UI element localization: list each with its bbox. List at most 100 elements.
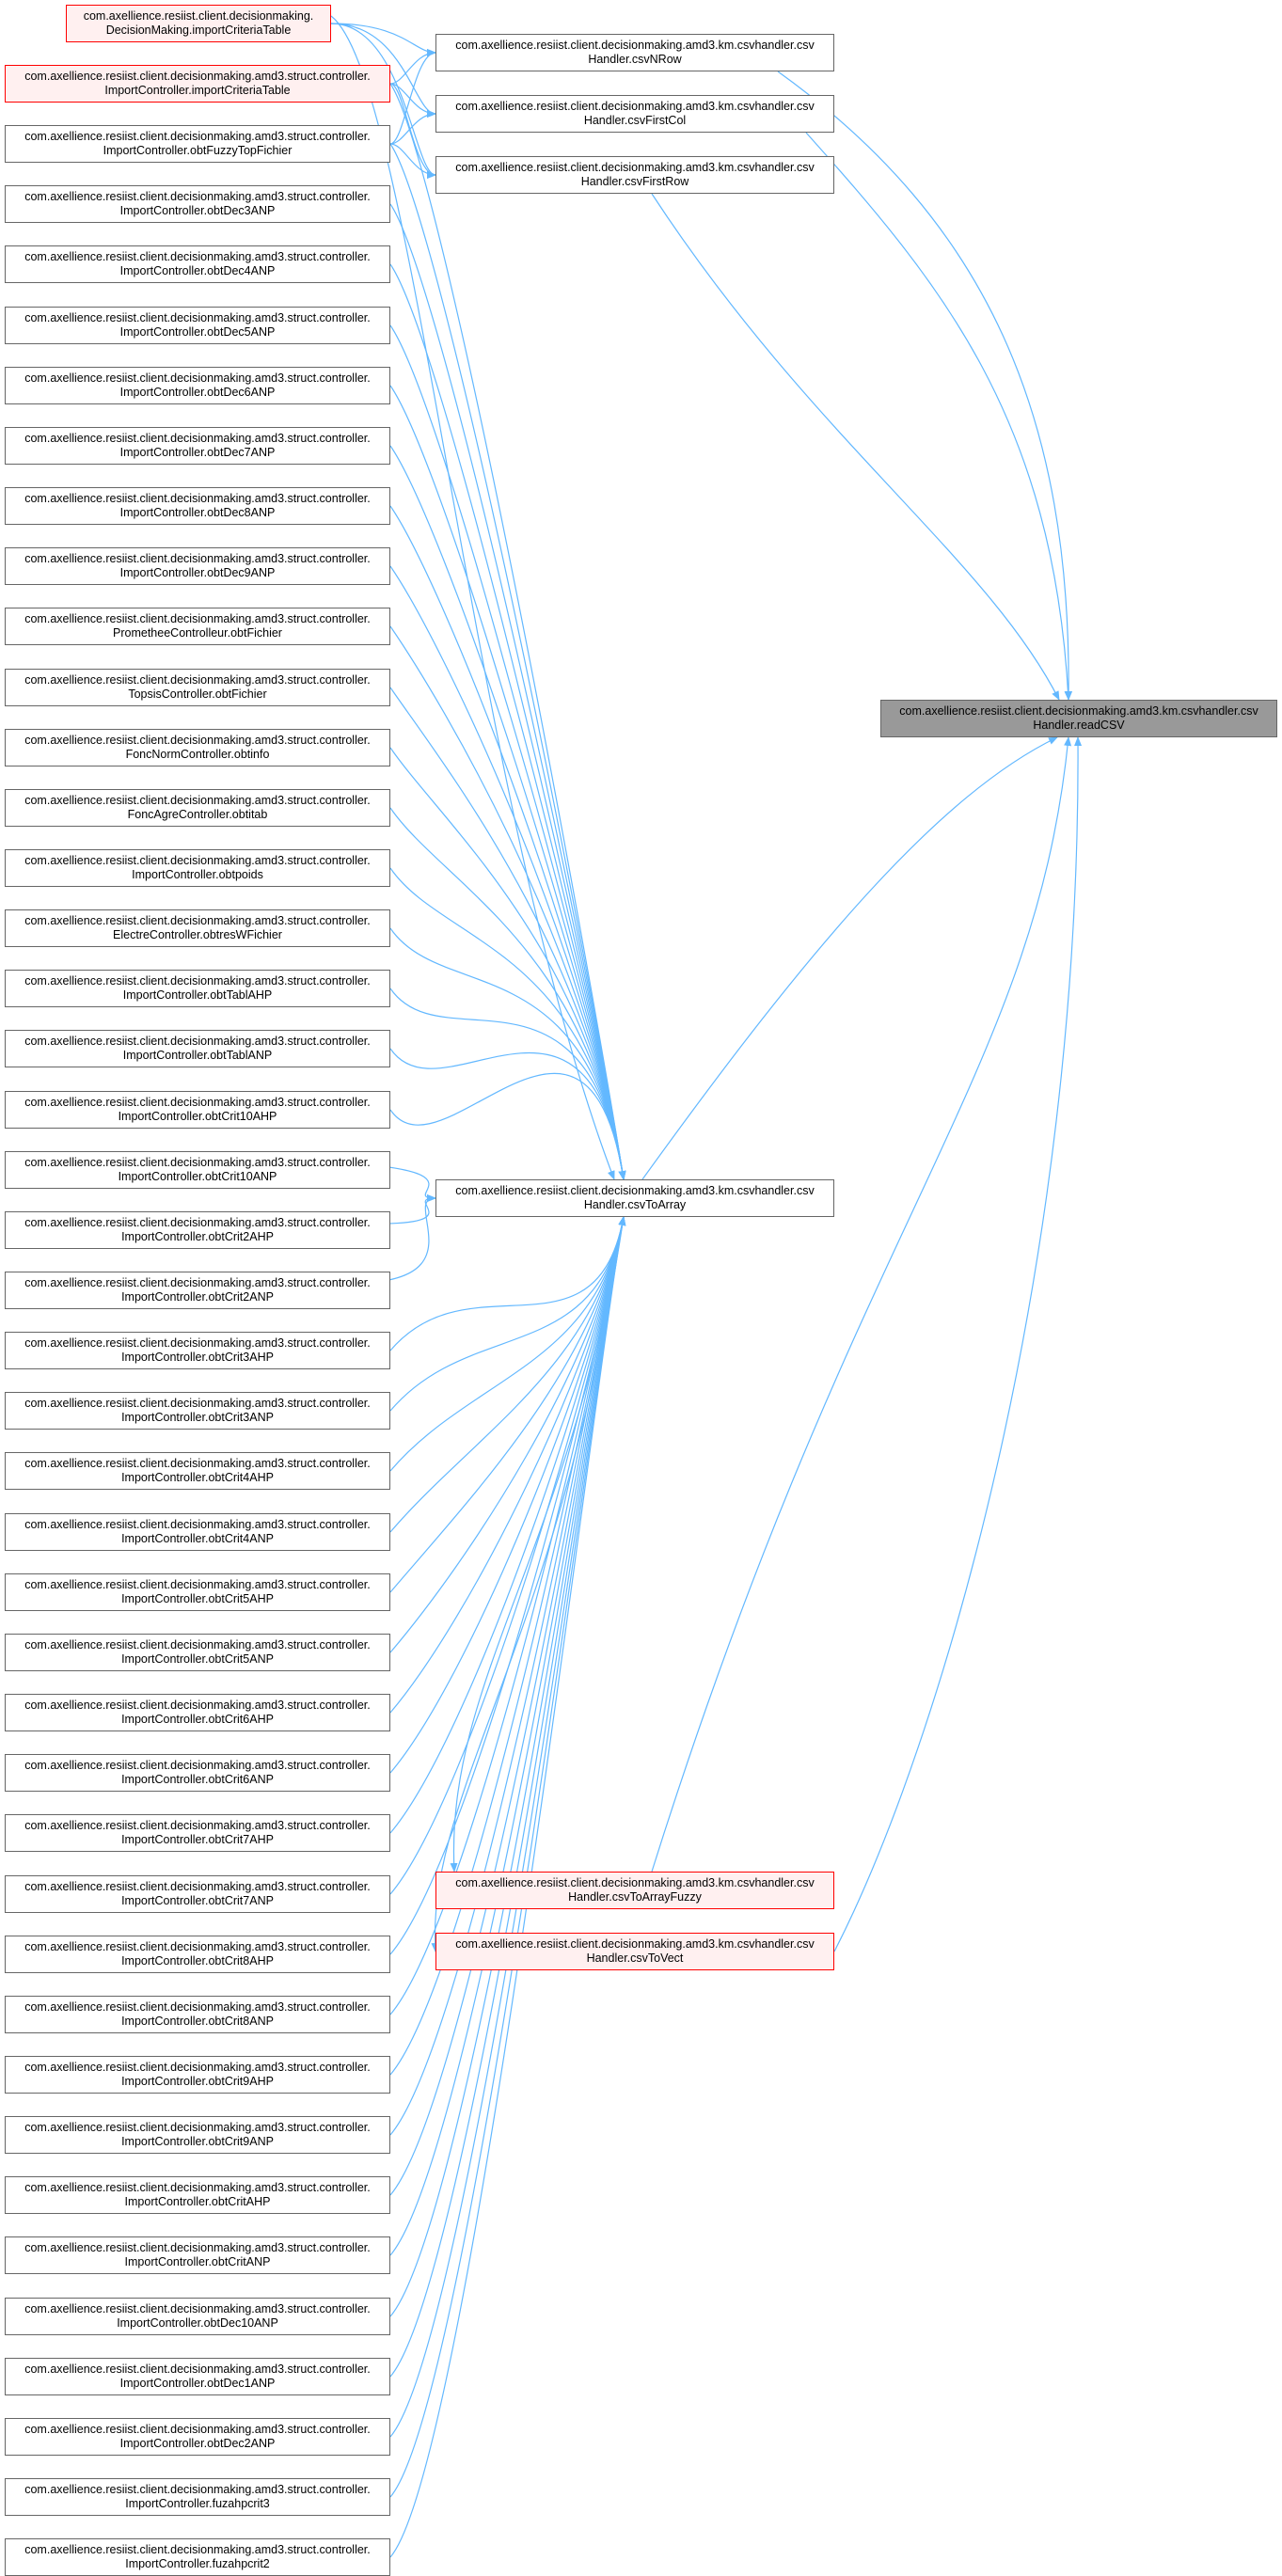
node-caller-import-controller-obt-crit2-anp[interactable]: com.axellience.resiist.client.decisionma… [5, 1272, 390, 1309]
node-label-line1: com.axellience.resiist.client.decisionma… [24, 1276, 371, 1289]
edge-caller-to-csvtoarray [389, 625, 626, 1180]
node-label-line2: ImportController.fuzahpcrit3 [125, 2497, 270, 2510]
node-caller-import-controller-obt-crit2-ahp[interactable]: com.axellience.resiist.client.decisionma… [5, 1211, 390, 1249]
edge-caller-to-csvtoarray [389, 1216, 626, 2378]
node-csv-first-row[interactable]: com.axellience.resiist.client.decisionma… [435, 156, 834, 194]
edge-caller-to-csvtoarray [389, 1216, 626, 1412]
node-label-line1: com.axellience.resiist.client.decisionma… [24, 70, 371, 83]
node-caller-import-controller-obt-crit4-anp[interactable]: com.axellience.resiist.client.decisionma… [5, 1513, 390, 1551]
node-label-line1: com.axellience.resiist.client.decisionma… [24, 1336, 371, 1350]
edge-caller-to-csvtoarray [389, 263, 626, 1180]
node-caller-import-controller-obt-tabl-anp[interactable]: com.axellience.resiist.client.decisionma… [5, 1030, 390, 1067]
node-caller-import-controller-obt-crit9-anp[interactable]: com.axellience.resiist.client.decisionma… [5, 2116, 390, 2154]
node-label-line2: ImportController.obtDec1ANP [119, 2377, 276, 2390]
node-label-line1: com.axellience.resiist.client.decisionma… [24, 974, 371, 988]
edge-caller-to-csvtoarray [389, 1216, 626, 1533]
node-caller-import-controller-obt-crit5-ahp[interactable]: com.axellience.resiist.client.decisionma… [5, 1573, 390, 1611]
node-caller-fonc-agre-controller-obtitab[interactable]: com.axellience.resiist.client.decisionma… [5, 789, 390, 827]
node-caller-fonc-norm-controller-obtinfo[interactable]: com.axellience.resiist.client.decisionma… [5, 729, 390, 766]
node-caller-import-controller-obt-dec6-anp[interactable]: com.axellience.resiist.client.decisionma… [5, 367, 390, 404]
edges-layer [330, 15, 1083, 2558]
node-caller-import-controller-obt-dec7-anp[interactable]: com.axellience.resiist.client.decisionma… [5, 427, 390, 465]
node-caller-electre-controller-obtres-wfichier[interactable]: com.axellience.resiist.client.decisionma… [5, 909, 390, 947]
node-caller-import-controller-obt-crit7-ahp[interactable]: com.axellience.resiist.client.decisionma… [5, 1814, 390, 1852]
edge-caller-to-header [330, 23, 436, 118]
edge-caller-to-csvtoarray [389, 1216, 626, 1351]
node-label-line1: com.axellience.resiist.client.decisionma… [24, 1518, 371, 1531]
node-label-line1: com.axellience.resiist.client.decisionma… [24, 1819, 371, 1832]
node-label-line2: ImportController.obtCrit6AHP [121, 1713, 274, 1726]
node-label-line2: ImportController.fuzahpcrit2 [125, 2557, 270, 2570]
node-label-line2: ImportController.obtCrit8ANP [121, 2015, 274, 2028]
node-caller-import-controller-obt-crit3-ahp[interactable]: com.axellience.resiist.client.decisionma… [5, 1332, 390, 1369]
node-caller-import-controller-obt-crit9-ahp[interactable]: com.axellience.resiist.client.decisionma… [5, 2056, 390, 2094]
node-caller-import-controller-obt-dec1-anp[interactable]: com.axellience.resiist.client.decisionma… [5, 2358, 390, 2395]
node-csv-to-vect[interactable]: com.axellience.resiist.client.decisionma… [435, 1933, 834, 1970]
node-label-line2: ImportController.obtCrit9ANP [121, 2135, 274, 2148]
node-caller-import-controller-obt-dec4-anp[interactable]: com.axellience.resiist.client.decisionma… [5, 245, 390, 283]
node-caller-import-controller-obt-crit-ahp[interactable]: com.axellience.resiist.client.decisionma… [5, 2176, 390, 2214]
edge-caller-to-csvtoarray [389, 1048, 626, 1180]
edge-caller-to-csvtoarray [389, 1216, 626, 1472]
edge-caller-to-csvtoarray [389, 203, 626, 1180]
node-caller-import-controller-obt-dec8-anp[interactable]: com.axellience.resiist.client.decisionma… [5, 487, 390, 525]
node-caller-import-controller-obt-crit5-anp[interactable]: com.axellience.resiist.client.decisionma… [5, 1634, 390, 1671]
edge-caller-to-csvtoarray [389, 1216, 626, 2136]
node-caller-import-controller-obt-crit8-ahp[interactable]: com.axellience.resiist.client.decisionma… [5, 1936, 390, 1973]
node-caller-import-controller-obt-crit7-anp[interactable]: com.axellience.resiist.client.decisionma… [5, 1875, 390, 1913]
node-caller-promethee-controlleur-obt-fichier[interactable]: com.axellience.resiist.client.decisionma… [5, 608, 390, 645]
node-caller-import-controller-obt-dec5-anp[interactable]: com.axellience.resiist.client.decisionma… [5, 307, 390, 344]
node-csv-to-array[interactable]: com.axellience.resiist.client.decisionma… [435, 1179, 834, 1217]
node-caller-import-controller-obt-dec10-anp[interactable]: com.axellience.resiist.client.decisionma… [5, 2298, 390, 2335]
node-caller-import-controller-obt-crit3-anp[interactable]: com.axellience.resiist.client.decisionma… [5, 1392, 390, 1430]
node-label-line1: com.axellience.resiist.client.decisionma… [24, 492, 371, 505]
node-label-line1: com.axellience.resiist.client.decisionma… [24, 1156, 371, 1169]
edge-caller-to-csvtoarray [389, 565, 626, 1180]
edge-caller-to-csvtoarray [389, 747, 626, 1180]
edge-caller-to-csvtoarray [389, 1216, 626, 1653]
node-caller-import-controller-obt-crit6-ahp[interactable]: com.axellience.resiist.client.decisionma… [5, 1694, 390, 1731]
node-caller-topsis-controller-obt-fichier[interactable]: com.axellience.resiist.client.decisionma… [5, 669, 390, 706]
node-caller-import-controller-obt-dec3-anp[interactable]: com.axellience.resiist.client.decisionma… [5, 185, 390, 223]
node-caller-import-controller-obt-dec9-anp[interactable]: com.axellience.resiist.client.decisionma… [5, 547, 390, 585]
edge-caller-to-header [389, 49, 436, 145]
node-label-line1: com.axellience.resiist.client.decisionma… [24, 2302, 371, 2315]
edge-caller-to-csvtoarray [389, 385, 626, 1180]
node-label-line2: ImportController.obtDec2ANP [119, 2437, 276, 2450]
edge-caller-to-csvtoarray [389, 1216, 626, 1714]
node-label-line2: Handler.readCSV [1033, 719, 1125, 732]
node-label-line2: FoncNormController.obtinfo [125, 748, 270, 761]
node-caller-import-controller-obt-tabl-ahp[interactable]: com.axellience.resiist.client.decisionma… [5, 970, 390, 1007]
node-caller-import-controller-obt-crit4-ahp[interactable]: com.axellience.resiist.client.decisionma… [5, 1452, 390, 1490]
node-label-line2: ImportController.obtCrit7ANP [121, 1894, 274, 1907]
node-caller-import-controller-obt-crit10-ahp[interactable]: com.axellience.resiist.client.decisionma… [5, 1091, 390, 1129]
edge-csvfirstrow-to-readcsv [651, 193, 1060, 701]
node-caller-import-controller-obt-dec2-anp[interactable]: com.axellience.resiist.client.decisionma… [5, 2418, 390, 2456]
node-caller-import-controller-obt-crit8-anp[interactable]: com.axellience.resiist.client.decisionma… [5, 1996, 390, 2033]
node-label-line1: com.axellience.resiist.client.decisionma… [24, 2241, 371, 2254]
node-label-line1: com.axellience.resiist.client.decisionma… [24, 1940, 371, 1953]
edge-caller-to-csvtoarray [389, 1216, 626, 1955]
node-caller-import-controller-obt-crit-anp[interactable]: com.axellience.resiist.client.decisionma… [5, 2236, 390, 2274]
node-caller-import-controller-obt-fuzzy-top-fichier[interactable]: com.axellience.resiist.client.decisionma… [5, 125, 390, 163]
node-caller-import-controller-obt-crit6-anp[interactable]: com.axellience.resiist.client.decisionma… [5, 1754, 390, 1792]
node-caller-import-controller-fuzahpcrit3[interactable]: com.axellience.resiist.client.decisionma… [5, 2478, 390, 2516]
node-caller-import-controller-import-criteria-table[interactable]: com.axellience.resiist.client.decisionma… [5, 65, 390, 103]
node-label-line2: FoncAgreController.obtitab [127, 808, 268, 821]
node-label-line2: ImportController.obtDec8ANP [119, 506, 276, 519]
node-caller-import-controller-fuzahpcrit2[interactable]: com.axellience.resiist.client.decisionma… [5, 2538, 390, 2576]
node-csv-first-col[interactable]: com.axellience.resiist.client.decisionma… [435, 95, 834, 133]
node-label-line1: com.axellience.resiist.client.decisionma… [24, 2000, 371, 2014]
node-label-line2: ImportController.obtCrit8AHP [121, 1954, 274, 1968]
node-label-line2: Handler.csvFirstCol [583, 114, 687, 127]
edge-caller-to-csvtoarray [389, 1216, 626, 2196]
node-caller-import-controller-obtpoids[interactable]: com.axellience.resiist.client.decisionma… [5, 849, 390, 887]
node-csv-nrow[interactable]: com.axellience.resiist.client.decisionma… [435, 34, 834, 71]
edge-caller-to-csvtoarray [389, 807, 626, 1180]
node-caller-decision-making-import-criteria-table[interactable]: com.axellience.resiist.client.decisionma… [66, 5, 331, 42]
node-label-line1: com.axellience.resiist.client.decisionma… [83, 9, 314, 23]
node-label-line1: com.axellience.resiist.client.decisionma… [24, 130, 371, 143]
node-csv-to-array-fuzzy[interactable]: com.axellience.resiist.client.decisionma… [435, 1872, 834, 1909]
node-caller-import-controller-obt-crit10-anp[interactable]: com.axellience.resiist.client.decisionma… [5, 1151, 390, 1189]
node-label-line1: com.axellience.resiist.client.decisionma… [24, 250, 371, 263]
